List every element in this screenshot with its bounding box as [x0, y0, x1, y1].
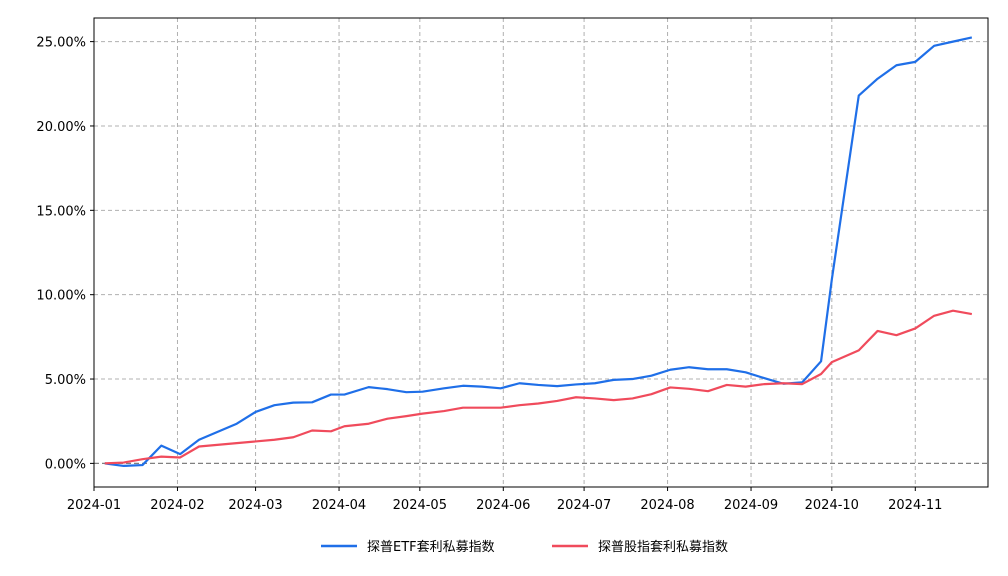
x-tick-label: 2024-03: [228, 498, 282, 513]
x-tick-label: 2024-02: [150, 498, 204, 513]
series-line: [104, 36, 973, 468]
y-tick-label: 0.00%: [45, 457, 86, 472]
y-tick-label: 10.00%: [36, 289, 86, 304]
series-group: [104, 36, 973, 468]
y-tick-label: 25.00%: [36, 36, 86, 51]
x-tick-label: 2024-05: [393, 498, 447, 513]
y-axis: 0.00% 5.00% 10.00% 15.00% 20.00% 25.00%: [36, 36, 94, 472]
series-line: [104, 309, 973, 465]
x-axis: 2024-01 2024-02 2024-03 2024-04 2024-05 2024-…: [67, 487, 942, 513]
legend-item: 探普股指套利私募指数: [552, 539, 728, 555]
x-tick-label: 2024-06: [476, 498, 530, 513]
legend-label: 探普股指套利私募指数: [598, 539, 728, 555]
legend-item: 探普ETF套利私募指数: [321, 539, 495, 555]
y-tick-label: 20.00%: [36, 120, 86, 135]
x-tick-label: 2024-07: [557, 498, 611, 513]
plot-frame: [93, 17, 989, 488]
x-tick-label: 2024-08: [640, 498, 694, 513]
y-tick-label: 15.00%: [36, 204, 86, 219]
x-tick-label: 2024-11: [888, 498, 942, 513]
legend-label: 探普ETF套利私募指数: [367, 539, 495, 555]
x-tick-label: 2024-04: [312, 498, 366, 513]
x-tick-label: 2024-01: [67, 498, 121, 513]
x-tick-label: 2024-09: [724, 498, 778, 513]
series-1: [104, 36, 973, 468]
y-tick-label: 5.00%: [45, 373, 86, 388]
grid: [93, 18, 988, 487]
series-2: [104, 309, 973, 465]
x-tick-label: 2024-10: [805, 498, 859, 513]
legend: 探普ETF套利私募指数 探普股指套利私募指数: [321, 539, 728, 555]
